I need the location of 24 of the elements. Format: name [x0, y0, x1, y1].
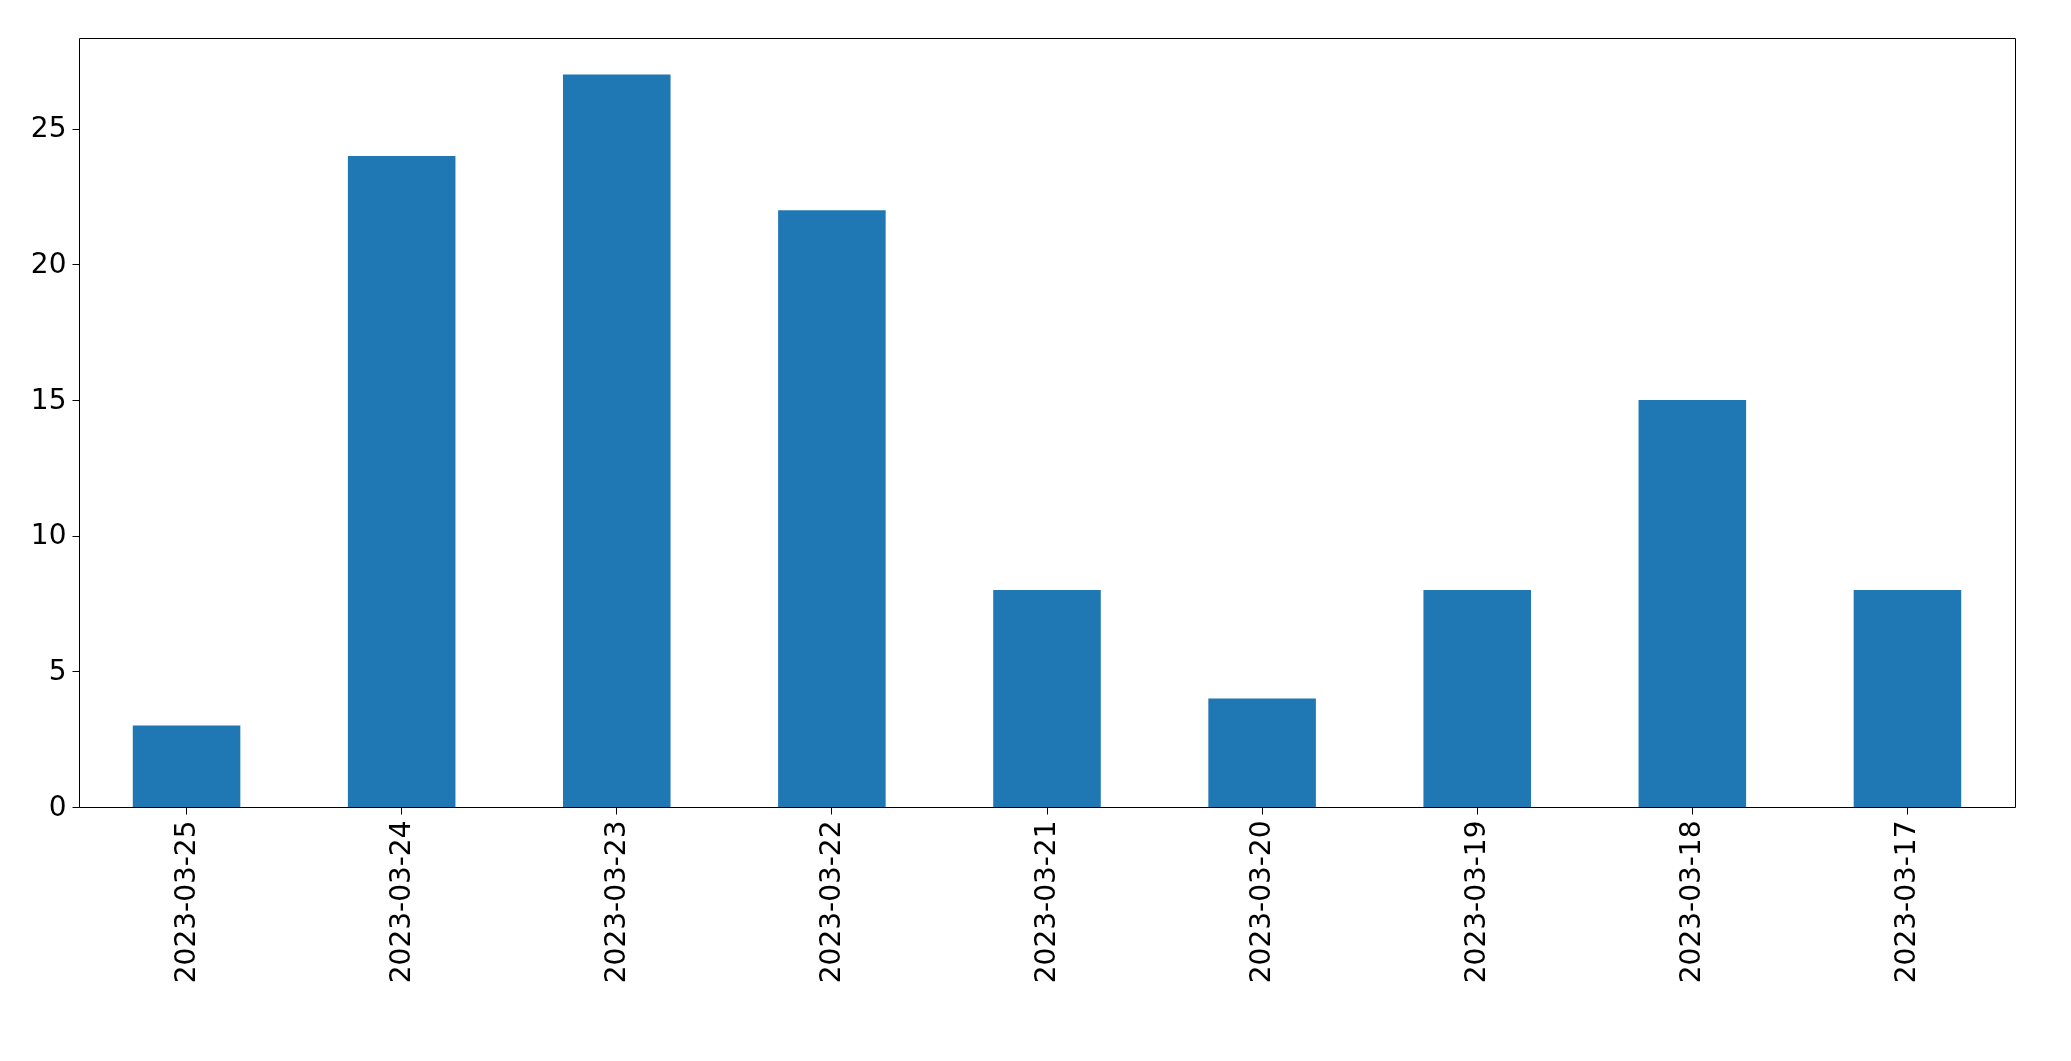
bar	[1638, 400, 1747, 807]
x-tick-label: 2023-03-18	[1674, 820, 1708, 984]
x-tick-label: 2023-03-25	[168, 820, 202, 984]
x-tick-label: 2023-03-21	[1029, 820, 1062, 984]
x-tick-label: 2023-03-20	[1244, 820, 1278, 984]
x-tick-label: 2023-03-24	[383, 820, 417, 984]
y-tick-label: 15	[30, 382, 67, 416]
y-tick-label: 0	[48, 789, 67, 823]
bar	[778, 210, 886, 807]
x-tick-label: 2023-03-17	[1889, 820, 1923, 984]
bar	[132, 725, 241, 807]
y-tick-label: 20	[30, 247, 67, 280]
bar	[1423, 590, 1531, 807]
y-tick-label: 25	[30, 111, 67, 145]
bar	[1208, 698, 1316, 807]
bar	[347, 155, 456, 807]
bar	[1853, 590, 1962, 807]
y-tick-label: 10	[30, 518, 67, 552]
x-tick-label: 2023-03-23	[598, 820, 632, 984]
y-tick-label: 5	[48, 653, 67, 687]
bar	[993, 590, 1101, 807]
bar	[563, 74, 671, 807]
x-tick-label: 2023-03-22	[813, 820, 847, 984]
x-tick-label: 2023-03-19	[1459, 820, 1493, 984]
